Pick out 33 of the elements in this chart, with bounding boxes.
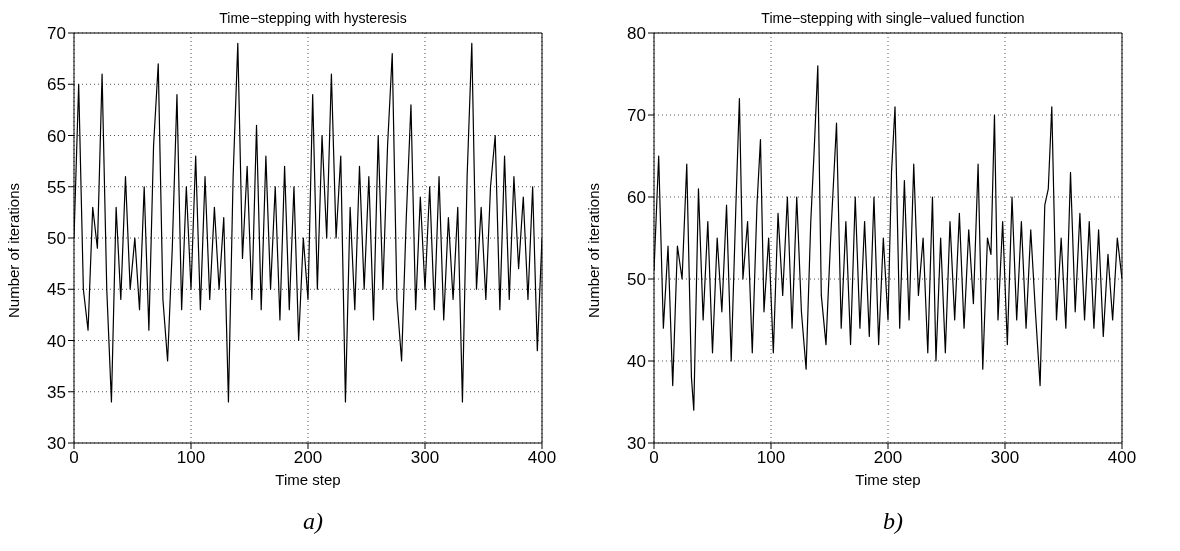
x-tick-label: 100: [176, 448, 206, 468]
x-tick-label: 0: [69, 448, 79, 468]
y-tick-label: 50: [627, 270, 646, 290]
y-axis-title: Number of iterations: [585, 182, 603, 318]
y-axis-title: Number of iterations: [5, 182, 23, 318]
x-tick-label: 100: [756, 448, 786, 468]
x-axis-title: Time step: [275, 471, 341, 488]
x-axis-title: Time step: [855, 471, 921, 488]
y-tick-label: 50: [47, 229, 66, 249]
y-tick-label: 55: [47, 177, 66, 197]
text: b): [882, 508, 904, 535]
x-tick-label: 400: [1107, 448, 1137, 468]
y-tick-label: 45: [47, 280, 66, 300]
x-tick-label: 0: [649, 448, 659, 468]
y-tick-label: 35: [47, 382, 66, 402]
chart-title: Time−stepping with single−valued function: [760, 10, 1026, 26]
text: a): [302, 508, 324, 535]
x-tick-label: 200: [293, 448, 323, 468]
y-tick-label: 40: [47, 331, 66, 351]
y-tick-label: 60: [627, 188, 646, 208]
y-tick-label: 65: [47, 75, 66, 95]
x-tick-label: 300: [410, 448, 440, 468]
y-tick-label: 30: [627, 434, 646, 454]
y-tick-label: 60: [47, 126, 66, 146]
y-tick-label: 70: [627, 106, 646, 126]
y-tick-label: 80: [627, 24, 646, 44]
x-tick-label: 200: [873, 448, 903, 468]
y-tick-label: 70: [47, 24, 66, 44]
y-tick-label: 30: [47, 434, 66, 454]
chart-title: Time−stepping with hysteresis: [218, 10, 408, 26]
x-tick-label: 300: [990, 448, 1020, 468]
x-tick-label: 400: [527, 448, 557, 468]
y-tick-label: 40: [627, 352, 646, 372]
